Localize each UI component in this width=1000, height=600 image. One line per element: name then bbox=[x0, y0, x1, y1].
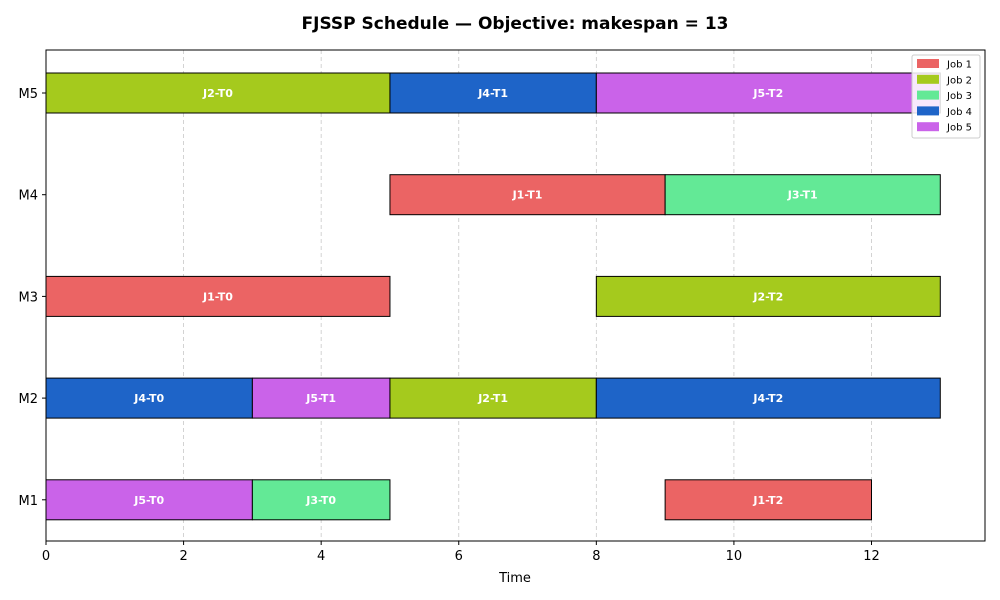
x-tick-label: 6 bbox=[455, 549, 463, 564]
task-label: J3-T0 bbox=[305, 494, 336, 507]
task-label: J2-T1 bbox=[477, 392, 508, 405]
task-label: J5-T0 bbox=[133, 494, 164, 507]
legend-entry: Job 4 bbox=[946, 107, 972, 118]
x-axis: 0 2 4 6 8 10 12 bbox=[42, 541, 880, 564]
x-tick-label: 2 bbox=[179, 549, 187, 564]
legend-swatch bbox=[917, 74, 939, 84]
task-label: J5-T1 bbox=[305, 392, 336, 405]
y-tick-label: M4 bbox=[19, 189, 39, 204]
task-bar bbox=[664, 174, 941, 216]
legend-swatch bbox=[917, 59, 939, 68]
y-tick-label: M1 bbox=[19, 494, 39, 509]
x-tick-label: 4 bbox=[317, 549, 325, 564]
x-tick-label: 8 bbox=[592, 549, 600, 564]
task-bar bbox=[251, 377, 391, 419]
task-label: J4-T0 bbox=[133, 392, 164, 405]
task-bar bbox=[45, 275, 391, 317]
y-tick-label: M5 bbox=[19, 87, 39, 102]
plot-frame bbox=[45, 49, 986, 542]
chart-title: FJSSP Schedule — Objective: makespan = 1… bbox=[302, 14, 729, 34]
task-label: J3-T1 bbox=[787, 189, 818, 202]
legend-swatch bbox=[917, 122, 939, 132]
y-tick-label: M3 bbox=[19, 290, 39, 305]
task-bar bbox=[251, 479, 391, 521]
task-bar bbox=[45, 377, 253, 419]
task-bar bbox=[664, 479, 872, 521]
y-tick-label: M2 bbox=[19, 392, 39, 407]
legend-entry: Job 2 bbox=[946, 75, 972, 86]
task-bar bbox=[595, 72, 941, 114]
task-bar bbox=[389, 377, 597, 419]
legend-entry: Job 5 bbox=[946, 123, 972, 134]
legend-entry: Job 1 bbox=[946, 60, 972, 71]
task-bar bbox=[595, 275, 941, 317]
task-bar bbox=[45, 72, 391, 114]
task-bars: J5-T0 J3-T0 J1-T2 J4-T0 J5-T1 J2-T1 J4-T2 J1-T0… bbox=[45, 72, 941, 521]
y-axis: M1 M2 M3 M4 M5 bbox=[19, 87, 46, 509]
task-label: J4-T1 bbox=[477, 87, 508, 100]
x-tick-label: 12 bbox=[863, 549, 880, 564]
task-label: J1-T1 bbox=[512, 189, 543, 202]
legend: Job 1 Job 2 Job 3 Job 4 Job 5 bbox=[911, 54, 981, 139]
task-label: J4-T2 bbox=[752, 392, 783, 405]
task-bar bbox=[595, 377, 941, 419]
x-tick-label: 0 bbox=[42, 549, 50, 564]
task-label: J1-T0 bbox=[202, 290, 233, 303]
legend-swatch bbox=[917, 90, 939, 100]
x-tick-label: 10 bbox=[726, 549, 743, 564]
x-axis-label: Time bbox=[498, 571, 531, 586]
legend-entry: Job 3 bbox=[946, 91, 972, 102]
task-bar bbox=[389, 174, 666, 216]
legend-swatch bbox=[917, 106, 939, 116]
task-label: J1-T2 bbox=[752, 494, 783, 507]
task-label: J5-T2 bbox=[752, 87, 783, 100]
task-label: J2-T2 bbox=[752, 290, 783, 303]
task-label: J2-T0 bbox=[202, 87, 233, 100]
task-bar bbox=[45, 479, 253, 521]
